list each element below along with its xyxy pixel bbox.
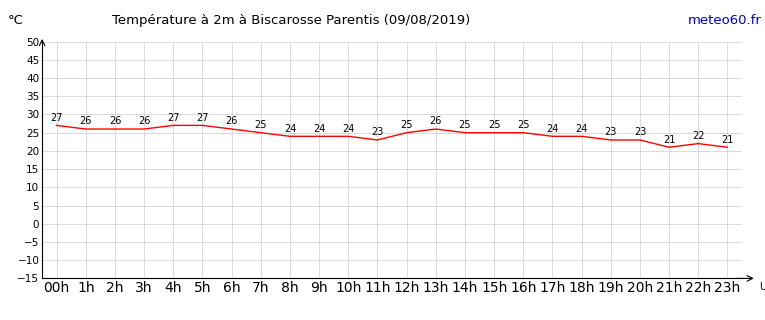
Text: 26: 26 bbox=[138, 116, 151, 126]
Text: 23: 23 bbox=[604, 127, 617, 137]
Text: 26: 26 bbox=[226, 116, 238, 126]
Text: 26: 26 bbox=[109, 116, 121, 126]
Text: 27: 27 bbox=[197, 113, 209, 123]
Text: 26: 26 bbox=[430, 116, 442, 126]
Text: Température à 2m à Biscarosse Parentis (09/08/2019): Température à 2m à Biscarosse Parentis (… bbox=[112, 14, 470, 28]
Text: 27: 27 bbox=[50, 113, 63, 123]
Text: 24: 24 bbox=[313, 124, 325, 134]
Text: 25: 25 bbox=[459, 120, 471, 130]
Text: 24: 24 bbox=[342, 124, 354, 134]
Text: 21: 21 bbox=[663, 135, 675, 145]
Text: °C: °C bbox=[8, 14, 24, 28]
Text: 25: 25 bbox=[488, 120, 500, 130]
Text: 25: 25 bbox=[400, 120, 413, 130]
Text: 25: 25 bbox=[517, 120, 529, 130]
Text: 23: 23 bbox=[371, 127, 384, 137]
Text: meteo60.fr: meteo60.fr bbox=[687, 14, 761, 28]
Text: 24: 24 bbox=[546, 124, 558, 134]
Text: 27: 27 bbox=[167, 113, 180, 123]
Text: 24: 24 bbox=[575, 124, 588, 134]
Text: 25: 25 bbox=[255, 120, 267, 130]
Text: 23: 23 bbox=[633, 127, 646, 137]
Text: 26: 26 bbox=[80, 116, 92, 126]
Text: UTC: UTC bbox=[760, 282, 765, 292]
Text: 24: 24 bbox=[284, 124, 296, 134]
Text: 22: 22 bbox=[692, 131, 705, 141]
Text: 21: 21 bbox=[721, 135, 734, 145]
